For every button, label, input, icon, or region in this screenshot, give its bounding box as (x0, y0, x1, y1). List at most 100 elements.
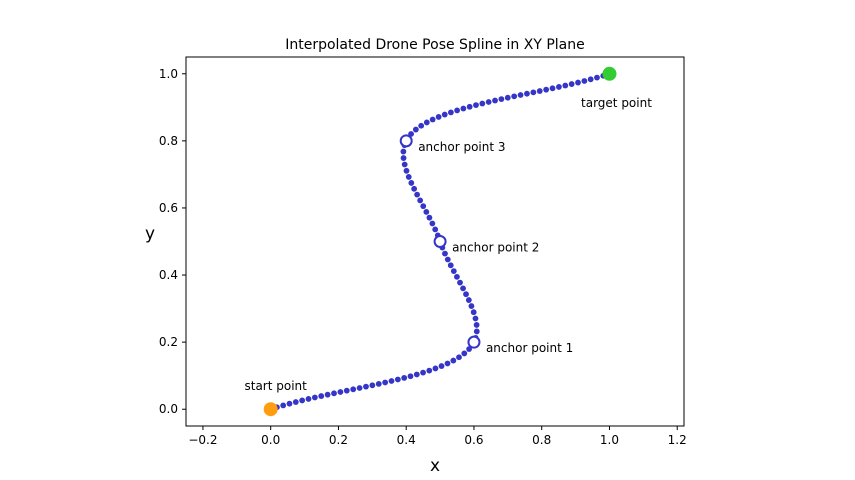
spline-point (337, 389, 344, 395)
y-axis: 0.0 0.2 0.4 0.6 0.8 1.0 (159, 67, 186, 416)
y-tick-label: 0.4 (159, 268, 178, 282)
spline-point (343, 387, 350, 394)
spline-point (331, 390, 337, 397)
spline-point (450, 268, 457, 274)
spline-point (594, 74, 600, 81)
spline-point (403, 167, 410, 174)
spline-point (375, 380, 382, 387)
spline-point (382, 379, 389, 386)
spline-point (324, 391, 331, 398)
spline-point (420, 369, 426, 376)
spline-point (447, 262, 454, 269)
spline-point (429, 116, 436, 123)
annotations: start point target point anchor point 1 anc… (245, 96, 653, 393)
spline-point (473, 102, 479, 108)
anchor-point-1-label: anchor point 1 (486, 341, 573, 355)
spline-point (408, 180, 415, 186)
spline-point (369, 382, 376, 389)
spline-point (411, 185, 418, 192)
y-axis-label: y (145, 224, 155, 244)
spline-point (400, 148, 407, 155)
spline-point (311, 394, 318, 401)
spline-point (492, 97, 498, 104)
spline-point (401, 161, 408, 168)
x-tick-label: 0.2 (329, 433, 348, 447)
spline-point (412, 126, 419, 133)
spline-point (454, 107, 461, 114)
spline-point (299, 397, 306, 404)
spline-point (414, 191, 420, 198)
spline-point (318, 393, 325, 399)
spline-point (444, 256, 451, 263)
spline-point (460, 105, 467, 112)
spline-point (401, 375, 408, 381)
x-tick-label: −0.2 (188, 433, 217, 447)
spline-point (356, 385, 363, 391)
axes-frame (185, 56, 685, 427)
target-point-marker (602, 66, 617, 81)
spline-point (420, 203, 427, 210)
spline-point (530, 89, 537, 96)
spline-point (305, 396, 312, 402)
spline-point (524, 90, 530, 97)
spline-point (468, 303, 475, 309)
y-tick-label: 1.0 (159, 67, 178, 81)
x-tick-label: 0.4 (397, 433, 416, 447)
chart-title: Interpolated Drone Pose Spline in XY Pla… (285, 37, 585, 53)
spline-point (394, 376, 401, 383)
spline-point (444, 360, 451, 367)
anchor-point-3-marker (399, 134, 413, 148)
spline-point (413, 371, 420, 378)
spline-point (562, 82, 569, 89)
spline-point (426, 367, 433, 374)
spline-point (454, 273, 460, 280)
anchor-point-3-label: anchor point 3 (418, 140, 505, 154)
x-axis: −0.2 0.0 0.2 0.4 0.6 0.8 1.0 1.2 (188, 426, 687, 447)
x-tick-label: 0.0 (261, 433, 280, 447)
spline-point (450, 357, 457, 364)
spline-point (568, 81, 575, 87)
spline-point (463, 291, 469, 298)
spline-point (536, 88, 543, 94)
markers (263, 66, 617, 417)
spline-point (543, 86, 550, 93)
spline-point (292, 399, 299, 405)
start-point-label: start point (245, 379, 308, 393)
x-axis-label: x (430, 456, 440, 476)
spline-point (456, 354, 462, 361)
anchor-point-2-marker (433, 235, 447, 248)
spline-point (407, 373, 414, 380)
y-tick-label: 0.8 (159, 134, 178, 148)
spline-point (498, 96, 505, 103)
target-point-label: target point (581, 96, 652, 110)
spline-point (442, 250, 448, 257)
spline-point (447, 109, 454, 116)
x-tick-label: 1.0 (600, 433, 619, 447)
spline-point (400, 155, 407, 161)
spline-point (485, 99, 492, 105)
spline-point (418, 122, 425, 129)
spline-point (472, 315, 479, 322)
spline-point (465, 297, 472, 303)
x-tick-label: 1.2 (668, 433, 687, 447)
spline-point (363, 383, 369, 390)
spline-point (473, 328, 480, 335)
spline-point (350, 386, 357, 393)
spline-point (504, 94, 511, 101)
spline-point (466, 103, 473, 110)
spline-point (581, 78, 588, 84)
y-tick-label: 0.0 (159, 402, 178, 416)
spline-point (429, 220, 436, 227)
spline-point (556, 84, 562, 90)
spline-point (432, 226, 439, 233)
y-tick-label: 0.2 (159, 335, 178, 349)
spline-point (587, 76, 594, 83)
spline-point (388, 378, 395, 384)
spline-point (511, 93, 518, 100)
x-tick-label: 0.8 (532, 433, 551, 447)
spline-point (457, 279, 463, 286)
start-point-marker (263, 402, 278, 417)
spline-point (461, 350, 468, 357)
